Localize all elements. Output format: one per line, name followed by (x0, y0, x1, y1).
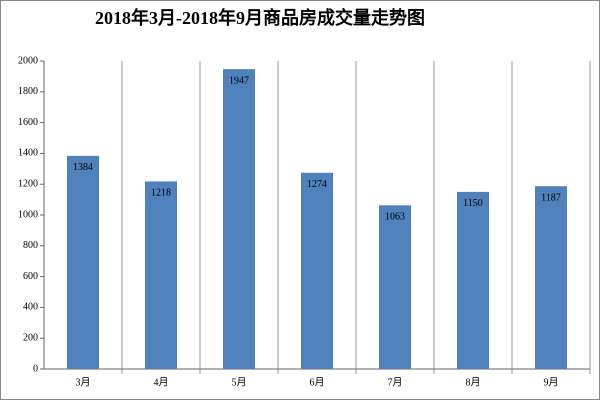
data-label: 1384 (73, 162, 93, 173)
bar (145, 181, 177, 369)
y-tick-label: 1400 (18, 148, 38, 159)
y-tick-label: 1200 (18, 178, 38, 189)
bar (67, 155, 99, 369)
data-label: 1218 (151, 188, 171, 199)
bar (457, 191, 489, 369)
x-tick-label: 7月 (388, 376, 403, 388)
bar (379, 205, 411, 369)
data-label: 1150 (463, 198, 483, 209)
y-tick-label: 1000 (18, 209, 38, 220)
y-tick-label: 0 (33, 363, 38, 374)
y-tick-label: 1800 (18, 86, 38, 97)
y-tick-label: 2000 (18, 55, 38, 66)
bar (223, 69, 255, 370)
x-tick-label: 4月 (154, 376, 169, 388)
y-tick-label: 1600 (18, 117, 38, 128)
bar (535, 186, 567, 369)
y-tick-label: 600 (23, 271, 38, 282)
data-label: 1947 (229, 75, 249, 86)
bar (301, 172, 333, 369)
x-tick-label: 6月 (310, 376, 325, 388)
y-tick-label: 200 (23, 332, 38, 343)
x-tick-label: 3月 (76, 376, 91, 388)
y-tick-label: 400 (23, 302, 38, 313)
data-label: 1063 (385, 212, 405, 223)
data-label: 1187 (541, 192, 561, 203)
y-tick-label: 800 (23, 240, 38, 251)
chart-title: 2018年3月-2018年9月商品房成交量走势图 (95, 7, 425, 28)
x-tick-label: 9月 (544, 376, 559, 388)
data-label: 1274 (307, 179, 327, 190)
x-tick-label: 8月 (466, 376, 481, 388)
x-tick-label: 5月 (232, 376, 247, 388)
